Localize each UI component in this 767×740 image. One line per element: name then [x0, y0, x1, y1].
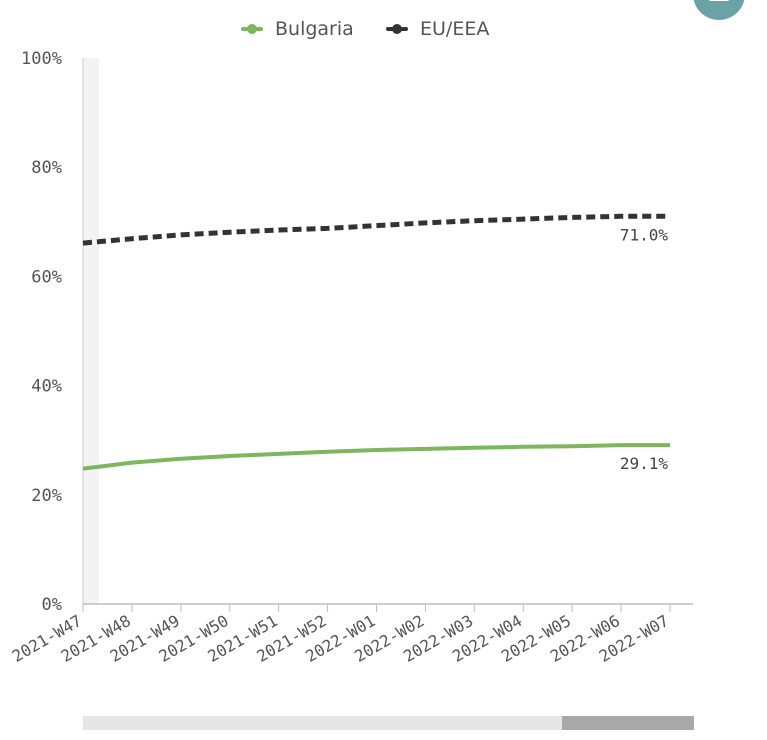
legend-swatch-bulgaria — [241, 24, 263, 34]
y-tick-label: 20% — [31, 486, 62, 506]
data-label-bulgaria: 29.1% — [620, 454, 669, 473]
data-label-eu-eea: 71.0% — [620, 225, 669, 244]
scrollbar-thumb[interactable] — [562, 716, 694, 730]
legend: Bulgaria EU/EEA — [0, 18, 767, 46]
legend-swatch-eu-eea — [386, 24, 408, 34]
menu-icon — [709, 0, 729, 1]
legend-item-eu-eea[interactable]: EU/EEA — [386, 18, 489, 40]
y-tick-label: 80% — [31, 158, 62, 178]
menu-button[interactable] — [693, 0, 745, 20]
series-line-bulgaria — [82, 443, 670, 471]
legend-label-eu-eea: EU/EEA — [420, 18, 490, 40]
y-tick-label: 0% — [42, 595, 62, 615]
legend-item-bulgaria[interactable]: Bulgaria — [241, 18, 354, 40]
scrollbar-track[interactable] — [83, 716, 694, 730]
y-tick-label: 40% — [31, 377, 62, 397]
series-line-eu-eea — [82, 213, 670, 246]
y-tick-label: 60% — [31, 267, 62, 287]
plot-band — [83, 58, 99, 604]
y-tick-label: 100% — [21, 49, 62, 69]
legend-label-bulgaria: Bulgaria — [275, 18, 354, 40]
